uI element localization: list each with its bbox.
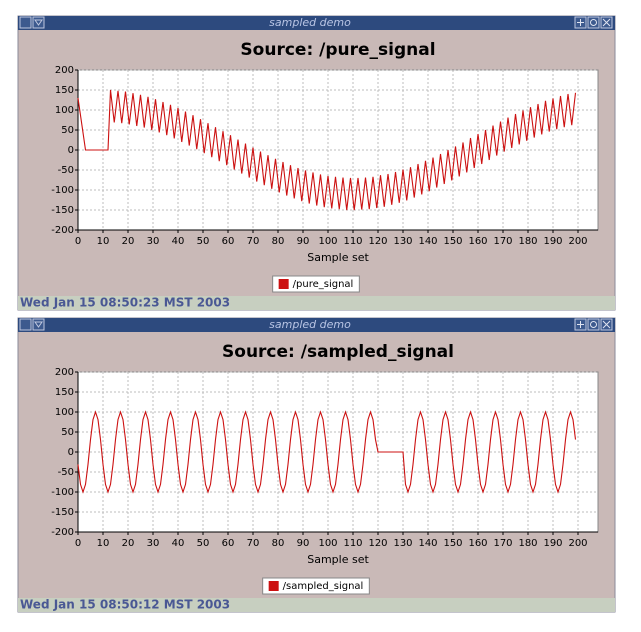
y-tick-label: 0 (68, 447, 74, 458)
chart-title: Source: /sampled_signal (222, 342, 454, 362)
x-tick-label: 50 (197, 236, 210, 247)
x-tick-label: 90 (297, 236, 310, 247)
x-tick-label: 160 (468, 236, 487, 247)
x-tick-label: 200 (568, 236, 587, 247)
shade-icon (34, 19, 43, 26)
x-tick-label: 130 (393, 538, 412, 549)
status-bar (18, 296, 615, 310)
y-tick-label: -50 (58, 165, 74, 176)
y-tick-label: 50 (61, 427, 74, 438)
x-tick-label: 40 (172, 236, 185, 247)
shade-button[interactable] (32, 16, 45, 29)
y-tick-label: -200 (51, 225, 74, 236)
x-tick-label: 80 (272, 538, 285, 549)
status-text: Wed Jan 15 08:50:23 MST 2003 (20, 296, 230, 310)
x-axis-label: Sample set (307, 553, 369, 566)
x-tick-label: 170 (493, 538, 512, 549)
x-tick-label: 160 (468, 538, 487, 549)
legend-label: /pure_signal (293, 279, 354, 290)
x-tick-label: 150 (443, 236, 462, 247)
chart-title: Source: /pure_signal (240, 40, 435, 60)
legend-swatch (268, 581, 279, 591)
chart: Source: /pure_signal200150100500-50-100-… (51, 40, 599, 293)
x-tick-label: 200 (568, 538, 587, 549)
x-tick-label: 40 (172, 538, 185, 549)
maximize-icon (577, 19, 584, 26)
chart: Source: /sampled_signal200150100500-50-1… (51, 342, 599, 595)
x-tick-label: 30 (147, 236, 160, 247)
x-tick-label: 190 (543, 538, 562, 549)
x-tick-label: 110 (343, 236, 362, 247)
x-tick-label: 120 (368, 538, 387, 549)
x-tick-label: 60 (222, 236, 235, 247)
y-tick-label: 200 (55, 367, 74, 378)
x-tick-label: 140 (418, 538, 437, 549)
maximize-icon (577, 321, 584, 328)
x-tick-label: 10 (97, 538, 110, 549)
legend (272, 275, 360, 293)
x-tick-label: 50 (197, 538, 210, 549)
x-tick-label: 180 (518, 236, 537, 247)
menu-button[interactable] (19, 318, 32, 331)
legend (262, 577, 370, 595)
x-tick-label: 190 (543, 236, 562, 247)
window-title: sampled demo (269, 318, 351, 331)
x-tick-label: 80 (272, 236, 285, 247)
minimize-button[interactable] (587, 318, 600, 331)
y-tick-label: 150 (55, 387, 74, 398)
y-tick-label: 0 (68, 145, 74, 156)
legend-swatch (278, 279, 289, 289)
status-text: Wed Jan 15 08:50:12 MST 2003 (20, 598, 230, 612)
x-tick-label: 0 (75, 236, 81, 247)
x-tick-label: 30 (147, 538, 160, 549)
shade-button[interactable] (32, 318, 45, 331)
x-tick-label: 150 (443, 538, 462, 549)
y-tick-label: -150 (51, 205, 74, 216)
series-line (77, 89, 577, 211)
close-icon (602, 18, 611, 27)
y-tick-label: -150 (51, 507, 74, 518)
y-tick-label: 100 (55, 105, 74, 116)
y-tick-label: 100 (55, 407, 74, 418)
y-tick-label: 50 (61, 125, 74, 136)
y-tick-label: 200 (55, 65, 74, 76)
y-tick-label: -100 (51, 487, 74, 498)
x-tick-label: 70 (247, 538, 260, 549)
window-title: sampled demo (269, 16, 351, 29)
x-tick-label: 110 (343, 538, 362, 549)
x-tick-label: 130 (393, 236, 412, 247)
y-tick-label: -50 (58, 467, 74, 478)
x-tick-label: 60 (222, 538, 235, 549)
minimize-icon (590, 19, 597, 26)
y-tick-label: -100 (51, 185, 74, 196)
y-tick-label: 150 (55, 85, 74, 96)
x-tick-label: 180 (518, 538, 537, 549)
x-tick-label: 100 (318, 236, 337, 247)
title-bar (18, 16, 615, 30)
x-tick-label: 20 (122, 236, 135, 247)
series-line (77, 410, 577, 494)
x-tick-label: 120 (368, 236, 387, 247)
title-bar (18, 318, 615, 332)
menu-button[interactable] (19, 16, 32, 29)
minimize-icon (590, 321, 597, 328)
x-tick-label: 70 (247, 236, 260, 247)
x-axis-label: Sample set (307, 251, 369, 264)
y-tick-label: -200 (51, 527, 74, 538)
close-icon (602, 320, 611, 329)
shade-icon (34, 321, 43, 328)
x-tick-label: 0 (75, 538, 81, 549)
x-tick-label: 170 (493, 236, 512, 247)
legend-label: /sampled_signal (283, 581, 364, 592)
x-tick-label: 90 (297, 538, 310, 549)
status-bar (18, 598, 615, 612)
x-tick-label: 140 (418, 236, 437, 247)
x-tick-label: 20 (122, 538, 135, 549)
x-tick-label: 10 (97, 236, 110, 247)
x-tick-label: 100 (318, 538, 337, 549)
minimize-button[interactable] (587, 16, 600, 29)
